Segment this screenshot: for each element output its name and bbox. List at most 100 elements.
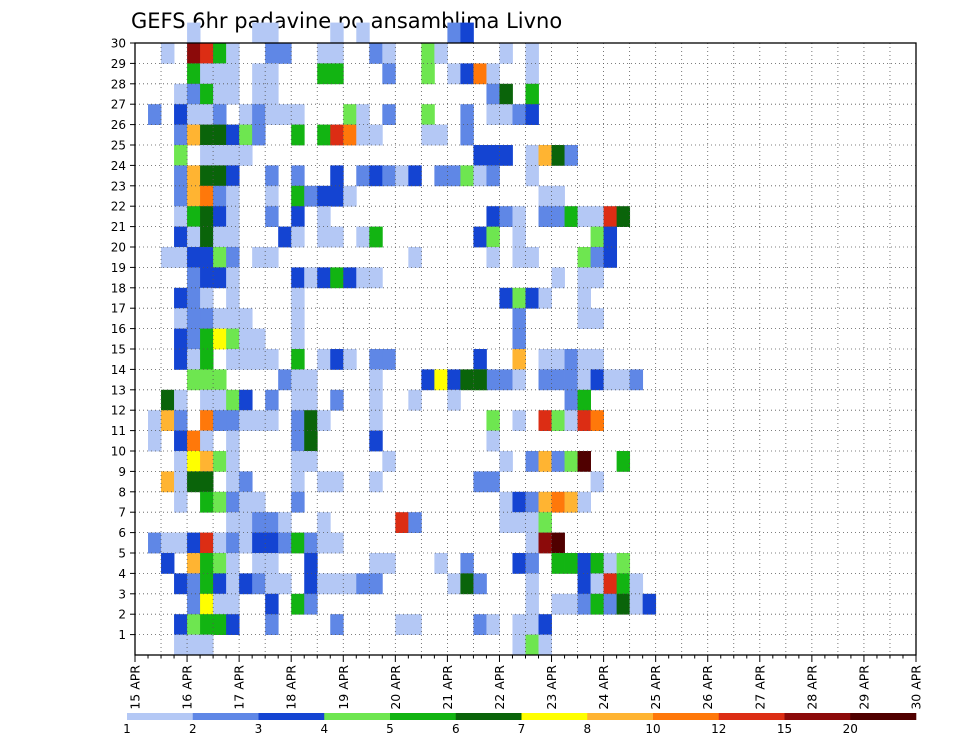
- heatmap-cell: [551, 349, 565, 370]
- heatmap-cell: [499, 512, 513, 533]
- heatmap-cell: [369, 410, 383, 431]
- heatmap-cell: [577, 267, 591, 289]
- heatmap-cell: [200, 532, 214, 554]
- x-tick-label: 15 APR: [128, 665, 143, 710]
- y-tick-label: 29: [111, 57, 126, 71]
- heatmap-cell: [330, 471, 344, 493]
- heatmap-cell: [577, 369, 591, 391]
- heatmap-cell: [460, 124, 474, 146]
- heatmap-cell: [330, 165, 344, 187]
- heatmap-cell: [564, 410, 578, 431]
- heatmap-cell: [148, 104, 162, 125]
- heatmap-cell: [590, 553, 604, 574]
- heatmap-cell: [382, 451, 396, 472]
- y-tick-label: 6: [118, 526, 126, 540]
- heatmap-cell: [512, 328, 526, 350]
- y-tick-label: 14: [111, 363, 126, 377]
- y-axis-ticks: 1234567891011121314151617181920212223242…: [111, 37, 135, 642]
- heatmap-cell: [200, 410, 214, 431]
- heatmap-cell: [447, 389, 461, 411]
- heatmap-cell: [226, 247, 240, 268]
- heatmap-cell: [213, 145, 227, 166]
- heatmap-cell: [187, 471, 201, 493]
- heatmap-cell: [551, 206, 565, 227]
- heatmap-cell: [551, 593, 565, 615]
- y-tick-label: 24: [111, 159, 126, 173]
- heatmap-cell: [551, 369, 565, 391]
- heatmap-cell: [577, 206, 591, 227]
- heatmap-cell: [512, 410, 526, 431]
- y-tick-label: 23: [111, 179, 126, 193]
- y-tick-label: 3: [118, 587, 126, 601]
- colorbar-swatch: [784, 713, 851, 720]
- colorbar-swatch: [587, 713, 654, 720]
- heatmap-cell: [213, 226, 227, 248]
- heatmap-cell: [603, 573, 618, 595]
- heatmap-cell: [239, 389, 253, 411]
- heatmap-cell: [317, 349, 331, 370]
- heatmap-cell: [421, 124, 435, 146]
- heatmap-cell: [356, 124, 370, 146]
- heatmap-cell: [278, 512, 292, 533]
- heatmap-cell: [265, 532, 279, 554]
- heatmap-cell: [421, 43, 435, 64]
- heatmap-cell: [226, 573, 240, 595]
- heatmap-cell: [499, 451, 513, 472]
- heatmap-cell: [447, 369, 461, 391]
- heatmap-cell: [291, 532, 305, 554]
- heatmap-cell: [291, 104, 305, 125]
- heatmap-cell: [291, 165, 305, 187]
- heatmap-cell: [577, 593, 591, 615]
- heatmap-cell: [473, 226, 487, 248]
- heatmap-cell: [317, 512, 331, 533]
- heatmap-cell: [369, 349, 383, 370]
- colorbar-swatch: [850, 713, 917, 720]
- heatmap-cell: [629, 593, 644, 615]
- heatmap-cell: [187, 451, 201, 472]
- colorbar-label: 5: [386, 722, 394, 736]
- heatmap-cell: [538, 410, 552, 431]
- heatmap-cell: [187, 104, 201, 125]
- heatmap-cell: [239, 512, 253, 533]
- heatmap-cell: [564, 369, 578, 391]
- heatmap-cell: [226, 532, 240, 554]
- y-tick-label: 17: [111, 302, 126, 316]
- heatmap-cell: [343, 104, 357, 125]
- heatmap-cell: [421, 369, 435, 391]
- heatmap-cell: [369, 226, 383, 248]
- heatmap-cell: [291, 349, 305, 370]
- x-tick-label: 17 APR: [232, 665, 247, 710]
- heatmap-cell: [187, 369, 201, 391]
- heatmap-cell: [239, 491, 253, 513]
- heatmap-cell: [213, 247, 227, 268]
- heatmap-cell: [382, 43, 396, 64]
- heatmap-cell: [330, 532, 344, 554]
- heatmap-cell: [538, 512, 552, 533]
- heatmap-cell: [265, 206, 279, 227]
- heatmap-cell: [551, 553, 565, 574]
- heatmap-cell: [304, 532, 318, 554]
- heatmap-cell: [200, 471, 214, 493]
- heatmap-cell: [161, 471, 175, 493]
- heatmap-cell: [330, 22, 344, 44]
- colorbar-label: 8: [583, 722, 591, 736]
- heatmap-cell: [551, 185, 565, 207]
- heatmap-cell: [161, 553, 175, 574]
- heatmap-cell: [278, 532, 292, 554]
- heatmap-cell: [551, 451, 565, 472]
- heatmap-cell: [512, 226, 526, 248]
- heatmap-cell: [616, 206, 631, 227]
- heatmap-cell: [213, 573, 227, 595]
- heatmap-cell: [499, 43, 513, 64]
- heatmap-cell: [200, 593, 214, 615]
- heatmap-cell: [226, 471, 240, 493]
- heatmap-cell: [304, 451, 318, 472]
- heatmap-cell: [200, 206, 214, 227]
- x-tick-label: 18 APR: [284, 665, 299, 710]
- heatmap-cell: [187, 308, 201, 329]
- heatmap-cell: [447, 22, 461, 44]
- heatmap-cell: [603, 206, 618, 227]
- heatmap-cell: [226, 512, 240, 533]
- heatmap-cell: [460, 104, 474, 125]
